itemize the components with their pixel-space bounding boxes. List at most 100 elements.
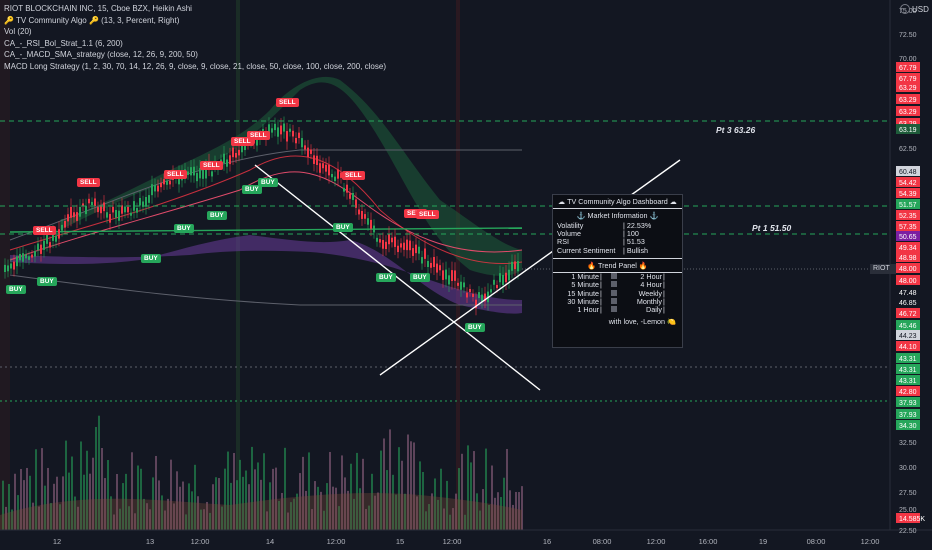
price-label: 43.31 [899,356,917,363]
price-tag [896,231,920,241]
price-label: 63.19 [899,127,917,134]
price-label: 70.00 [899,56,917,63]
volume-bar [374,495,376,530]
buy-signal[interactable]: BUY [207,211,227,220]
buy-signal[interactable]: BUY [376,273,396,282]
buy-signal[interactable]: BUY [37,277,57,286]
volume-bar [389,429,391,530]
candle-body [481,294,483,302]
volume-bar [194,464,196,530]
buy-signal[interactable]: BUY [141,254,161,263]
dashboard-footer: with love, -Lemon 🍋 [608,316,676,326]
volume-bar [293,498,295,530]
sell-signal[interactable]: SELL [33,226,56,235]
candle-body [343,187,345,192]
sell-signal[interactable]: SELL [247,131,270,140]
volume-bar [311,509,313,530]
buy-signal[interactable]: BUY [410,273,430,282]
legend-line-macd-long[interactable]: MACD Long Strategy (1, 2, 30, 70, 14, 12… [4,61,386,71]
volume-bar [119,508,121,530]
volume-bar [446,480,448,530]
price-tag [896,308,920,318]
price-label: 54.39 [899,191,917,198]
volume-bar [302,456,304,530]
candle-body [328,164,330,176]
candle-body [517,261,519,272]
time-label: 08:00 [807,537,826,546]
candle-body [472,293,474,297]
buy-signal[interactable]: BUY [333,223,353,232]
price-tag [896,364,920,374]
sell-signal[interactable]: SELL [276,98,299,107]
legend-line-rsi[interactable]: CA_-_RSI_Bol_Strat_1.1 (6, 200) [4,38,123,48]
sell-signal[interactable]: SELL [77,178,100,187]
candle-body [340,172,342,178]
legend-line-macd[interactable]: CA_-_MACD_SMA_strategy (close, 12, 26, 9… [4,50,198,59]
volume-bar [167,498,169,530]
price-label: 46.85 [899,300,917,307]
sell-signal[interactable]: SELL [200,161,223,170]
candle-body [457,282,459,286]
volume-bar [104,478,106,530]
annotation-pt3[interactable]: Pt 3 63.26 [716,125,756,135]
candle-body [241,144,243,153]
volume-bar [509,490,511,530]
sell-signal[interactable]: SELL [164,170,187,179]
volume-bar [236,480,238,530]
sell-signal[interactable]: SELL [404,209,427,218]
price-label: 48.98 [899,255,917,262]
sell-signal[interactable]: SELL [416,210,439,219]
price-label: 43.31 [899,378,917,385]
volume-bar [296,493,298,530]
candle-body [139,197,141,206]
legend-line-algo[interactable]: 🔑 TV Community Algo 🔑 (13, 3, Percent, R… [4,15,180,25]
volume-bar [269,482,271,530]
candle-body [454,270,456,281]
buy-signal[interactable]: BUY [465,323,485,332]
volume-bar [137,465,139,530]
candle-body [280,125,282,135]
volume-bar [380,450,382,530]
volume-bar [386,470,388,530]
volume-bar [23,480,25,530]
price-label: 63.29 [899,85,917,92]
candle-body [169,180,171,185]
candle-body [334,176,336,182]
volume-bar [83,474,85,530]
volume-bar [383,438,385,530]
price-tag [896,166,920,176]
candle-body [109,214,111,223]
candle-body [121,205,123,214]
symbol-title[interactable]: RIOT BLOCKCHAIN INC, 15, Cboe BZX, Heiki… [4,4,192,13]
candle-body [157,185,159,192]
buy-signal[interactable]: BUY [258,178,278,187]
currency-selector[interactable]: USD [900,4,929,14]
candle-body [355,199,357,208]
candle-body [97,207,99,213]
volume-bar [500,497,502,530]
legend-line-vol[interactable]: Vol (20) [4,27,32,36]
volume-bar [254,469,256,530]
trend-box-icon [611,306,617,313]
volume-bar [407,434,409,530]
time-label: 12:00 [443,537,462,546]
sell-signal[interactable]: SELL [231,137,254,146]
trend-tf: 30 Minute [567,297,599,307]
buy-signal[interactable]: BUY [242,185,262,194]
trend-box-icon [611,289,617,296]
volume-bar [425,511,427,530]
buy-signal[interactable]: BUY [174,224,194,233]
buy-signal[interactable]: BUY [6,285,26,294]
annotation-pt1[interactable]: Pt 1 51.50 [752,223,792,233]
trend-tf: Monthly [636,297,662,307]
sell-signal[interactable]: SELL [342,171,365,180]
volume-bar [317,486,319,530]
volume-bar [5,506,7,530]
candle-body [10,263,12,269]
trend-tf: Daily [646,305,662,315]
price-tag [896,210,920,220]
volume-bar [431,493,433,530]
price-tag [896,177,920,187]
volume-bar [143,498,145,530]
